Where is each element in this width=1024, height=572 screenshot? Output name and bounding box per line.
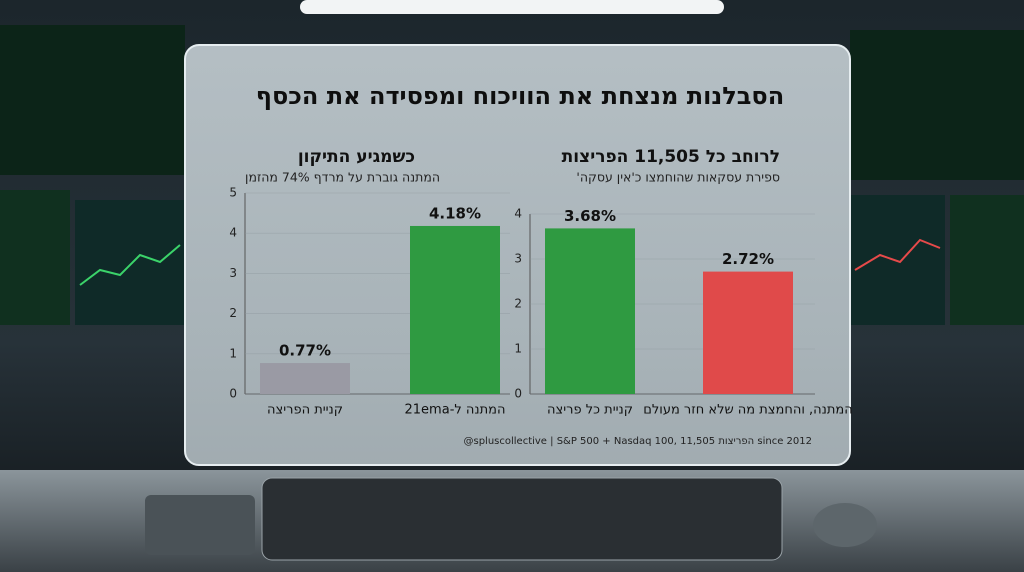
y-tick-label: 3 [514, 252, 522, 266]
y-tick-label: 4 [229, 226, 237, 240]
y-tick-label: 3 [229, 266, 237, 280]
y-tick-label: 4 [514, 207, 522, 221]
monitors [0, 25, 1024, 325]
y-tick-label: 0 [229, 387, 237, 401]
bar [545, 228, 635, 394]
x-tick-label: קניית כל פריצה [547, 403, 633, 418]
y-tick-label: 1 [229, 346, 237, 360]
y-tick-label: 2 [514, 297, 522, 311]
main-title: הסבלנות מנצחת את הוויכוח ומפסידה את הכסף [256, 82, 784, 110]
y-tick-label: 0 [514, 387, 522, 401]
glass-panel [184, 44, 851, 466]
control-pad [145, 495, 255, 555]
value-label: 4.18% [429, 204, 481, 222]
x-tick-label: המתנה, והחמצת מה שלא חזר מעולם [643, 403, 852, 418]
value-label: 0.77% [279, 342, 331, 360]
x-tick-label: קניית הפריצה [267, 403, 343, 418]
bar [703, 271, 793, 394]
value-label: 3.68% [564, 207, 616, 225]
chart-title: לרוחב כל 11,505 הפריצות [562, 147, 780, 167]
mouse [813, 503, 877, 547]
chart-subtitle: ספירת עסקאות שהוחמצו כ'אין עסקה' [576, 170, 780, 185]
y-tick-label: 5 [229, 186, 237, 200]
bar [260, 363, 350, 394]
chart-title: כשמגיע התיקון [298, 147, 415, 167]
chart-subtitle: המתנה גוברת על מרדף 74% מהזמן [245, 170, 440, 185]
y-tick-label: 1 [514, 342, 522, 356]
value-label: 2.72% [722, 250, 774, 268]
keyboard [261, 477, 783, 561]
y-tick-label: 2 [229, 306, 237, 320]
bar [410, 225, 500, 394]
x-tick-label: המתנה ל-21ema [405, 403, 506, 418]
footer: @spluscollective | S&P 500 + Nasdaq 100,… [463, 436, 812, 447]
ceiling-light [300, 0, 724, 14]
